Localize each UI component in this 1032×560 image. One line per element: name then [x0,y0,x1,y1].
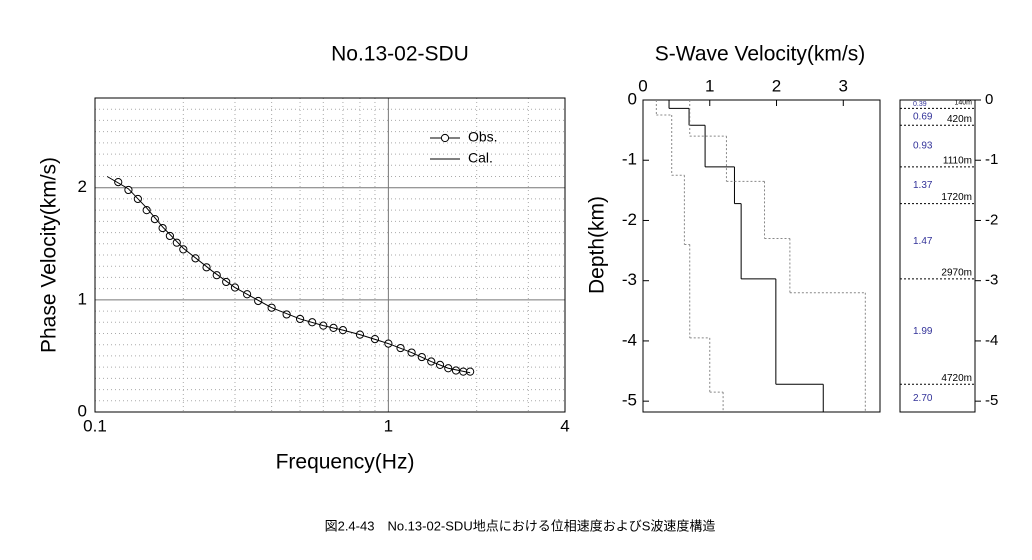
depth-label: 4720m [941,373,972,384]
y-tick-label: -2 [622,210,637,229]
x-tick-label: 1 [705,76,714,95]
y-axis-label: Depth(km) [586,196,609,294]
y-tick-label: -4 [622,330,637,349]
y-tick-label: -2 [985,211,998,228]
legend-label: Obs. [468,129,498,145]
data-point [150,215,159,224]
x-tick-label: 2 [772,76,781,95]
x-tick-label: 3 [839,76,848,95]
velocity-label: 0.69 [913,112,933,123]
x-tick-label: 1 [384,416,393,435]
depth-label: 2970m [941,268,972,279]
legend-label: Cal. [468,150,493,166]
velocity-label: 1.37 [913,180,933,191]
y-tick-label: 0 [985,91,993,108]
y-tick-label: -4 [985,332,998,349]
plot-frame [642,99,881,413]
x-tick-label: 0 [638,76,647,95]
data-point [142,206,151,215]
y-tick-label: 0 [628,89,637,108]
depth-label: 1110m [943,155,972,166]
plot-area [95,98,565,412]
y-axis-label: Phase Velocity(km/s) [38,157,61,353]
chart-title: S-Wave Velocity(km/s) [655,43,865,66]
layer-box [899,99,976,413]
data-point [158,223,167,233]
y-tick-label: 1 [78,289,87,308]
depth-label: 1720m [941,192,972,203]
plot-frame [94,97,566,413]
data-line [106,176,471,374]
caption: 図2.4-43 No.13-02-SDU地点における位相速度およびS波速度構造 [325,518,716,533]
y-tick-label: -3 [985,272,998,289]
chart-title: No.13-02-SDU [331,43,469,66]
velocity-label: 2.70 [913,393,933,404]
velocity-label: 1.47 [913,236,933,247]
depth-label: 140m [954,99,972,106]
x-axis-label: Frequency(Hz) [276,451,415,474]
y-tick-label: -1 [622,150,637,169]
y-tick-label: -1 [985,151,998,168]
velocity-label: 0.93 [913,141,933,152]
velocity-label: 0.39 [913,101,927,108]
data-point [179,245,188,254]
x-tick-label: 0.1 [83,416,107,435]
y-tick-label: -5 [985,392,998,409]
depth-label: 420m [947,114,972,125]
y-tick-label: 2 [78,177,87,196]
x-tick-label: 4 [560,416,569,435]
velocity-label: 1.99 [913,326,933,337]
y-tick-label: -3 [622,270,637,289]
data-point [172,238,181,247]
legend-marker [440,133,450,143]
y-tick-label: -5 [622,391,637,410]
data-point [165,231,174,241]
data-point [466,367,475,376]
y-tick-label: 0 [78,401,87,420]
